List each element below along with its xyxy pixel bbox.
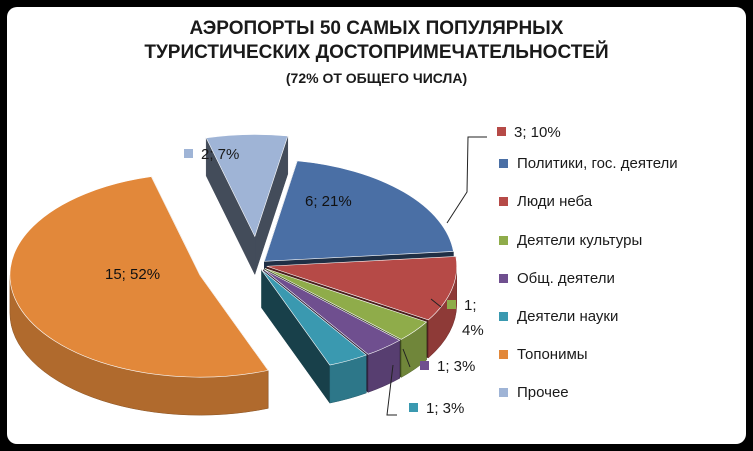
chart-panel: АЭРОПОРТЫ 50 САМЫХ ПОПУЛЯРНЫХ ТУРИСТИЧЕС… bbox=[7, 7, 746, 444]
slice-деятели-науки bbox=[261, 269, 367, 366]
slice-прочее bbox=[205, 134, 289, 238]
leader-line-деятели-науки bbox=[386, 364, 397, 416]
data-label-swatch bbox=[184, 149, 193, 158]
data-label-obshch-deyateli: 1; 3% bbox=[420, 358, 475, 376]
slice-люди-неба bbox=[266, 256, 457, 321]
legend-swatch bbox=[499, 159, 508, 168]
data-label-deyateli-nauki: 1; 3% bbox=[409, 400, 464, 418]
chart-title-block: АЭРОПОРТЫ 50 САМЫХ ПОПУЛЯРНЫХ ТУРИСТИЧЕС… bbox=[7, 17, 746, 89]
data-label-swatch bbox=[409, 403, 418, 412]
data-label-swatch bbox=[420, 361, 429, 370]
slice-топонимы bbox=[9, 176, 269, 378]
data-label-deyateli-kultury-line2: 4% bbox=[462, 322, 484, 339]
data-label-lyudi-neba: 3; 10% bbox=[497, 124, 561, 142]
legend-swatch bbox=[499, 350, 508, 359]
chart-subtitle: (72% ОТ ОБЩЕГО ЧИСЛА) bbox=[285, 70, 468, 86]
legend-swatch bbox=[499, 274, 508, 283]
legend-swatch bbox=[499, 312, 508, 321]
chart-title-line2: ТУРИСТИЧЕСКИХ ДОСТОПРИМЕЧАТЕЛЬНОСТЕЙ bbox=[144, 42, 609, 63]
pie-chart bbox=[9, 134, 487, 416]
legend-swatch bbox=[499, 236, 508, 245]
data-label-swatch bbox=[497, 127, 506, 136]
slice-политики-гос-деятели bbox=[263, 160, 454, 262]
data-label-swatch bbox=[447, 300, 456, 309]
leader-line-люди-неба bbox=[446, 136, 487, 224]
data-label-toponimy: 15; 52% bbox=[105, 266, 161, 283]
leader-line-деятели-культуры bbox=[430, 298, 442, 308]
data-label-politiki: 6; 21% bbox=[305, 193, 352, 210]
data-label-deyateli-kultury: 1; bbox=[447, 297, 477, 315]
chart-title: АЭРОПОРТЫ 50 САМЫХ ПОПУЛЯРНЫХ bbox=[189, 18, 564, 39]
legend-swatch bbox=[499, 197, 508, 206]
slice-общ-деятели bbox=[263, 268, 401, 355]
slice-деятели-культуры bbox=[264, 268, 428, 340]
leader-line-общ-деятели bbox=[402, 348, 411, 368]
data-label-prochee: 2; 7% bbox=[184, 146, 239, 164]
legend-swatch bbox=[499, 388, 508, 397]
